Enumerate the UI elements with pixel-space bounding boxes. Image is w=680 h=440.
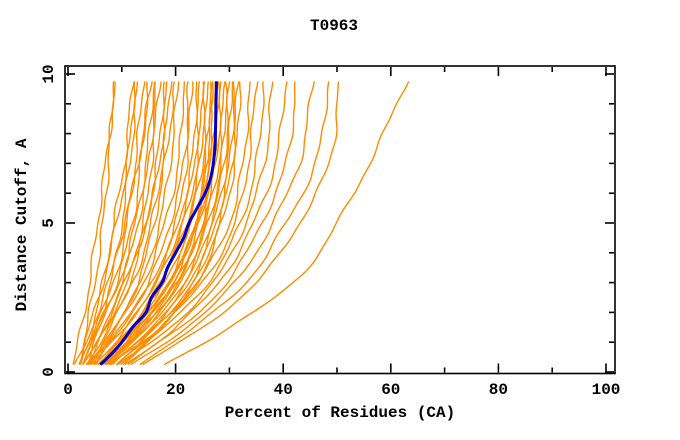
model-curve — [116, 81, 274, 366]
model-curve — [86, 81, 173, 365]
model-curve — [99, 81, 214, 366]
model-curve — [87, 81, 149, 365]
highlighted-model-curve — [99, 81, 218, 366]
model-curve — [82, 81, 139, 365]
model-curve — [139, 81, 330, 366]
x-tick-label: 0 — [63, 381, 73, 399]
model-curve — [142, 81, 340, 366]
model-curve — [127, 81, 288, 366]
model-curve — [122, 81, 265, 366]
axes-layer: 0 20 40 60 80 100 0 5 10 — [40, 64, 620, 399]
x-tick-label: 60 — [381, 381, 400, 399]
model-curve — [102, 81, 226, 366]
x-tick-label: 100 — [592, 381, 621, 399]
model-curve — [115, 81, 259, 366]
model-curve — [79, 81, 136, 365]
model-curve — [124, 81, 296, 366]
x-tick-label: 20 — [166, 381, 185, 399]
model-curve — [78, 81, 146, 365]
model-curve — [109, 81, 251, 366]
chart-title: T0963 — [310, 17, 358, 35]
y-tick-label: 10 — [40, 64, 58, 83]
model-curve — [72, 81, 116, 365]
y-axis-label: Distance Cutoff, A — [13, 138, 31, 311]
y-tick-label: 0 — [40, 367, 58, 377]
model-curve — [79, 81, 115, 365]
model-curve — [82, 81, 156, 365]
model-curve — [85, 81, 194, 366]
x-tick-label: 80 — [489, 381, 508, 399]
curves-layer — [72, 81, 410, 366]
model-curve — [106, 81, 228, 366]
model-curve — [82, 81, 162, 365]
plot-frame — [64, 65, 616, 375]
model-curve — [100, 81, 198, 365]
y-tick-label: 5 — [40, 218, 58, 228]
model-curve — [79, 81, 135, 365]
model-curve — [130, 81, 315, 366]
model-curve — [94, 81, 189, 365]
x-axis-label: Percent of Residues (CA) — [225, 404, 455, 422]
model-curve — [89, 81, 185, 365]
model-curve — [73, 81, 153, 365]
model-curve — [163, 81, 410, 366]
model-curve — [108, 81, 234, 366]
x-tick-label: 40 — [274, 381, 293, 399]
